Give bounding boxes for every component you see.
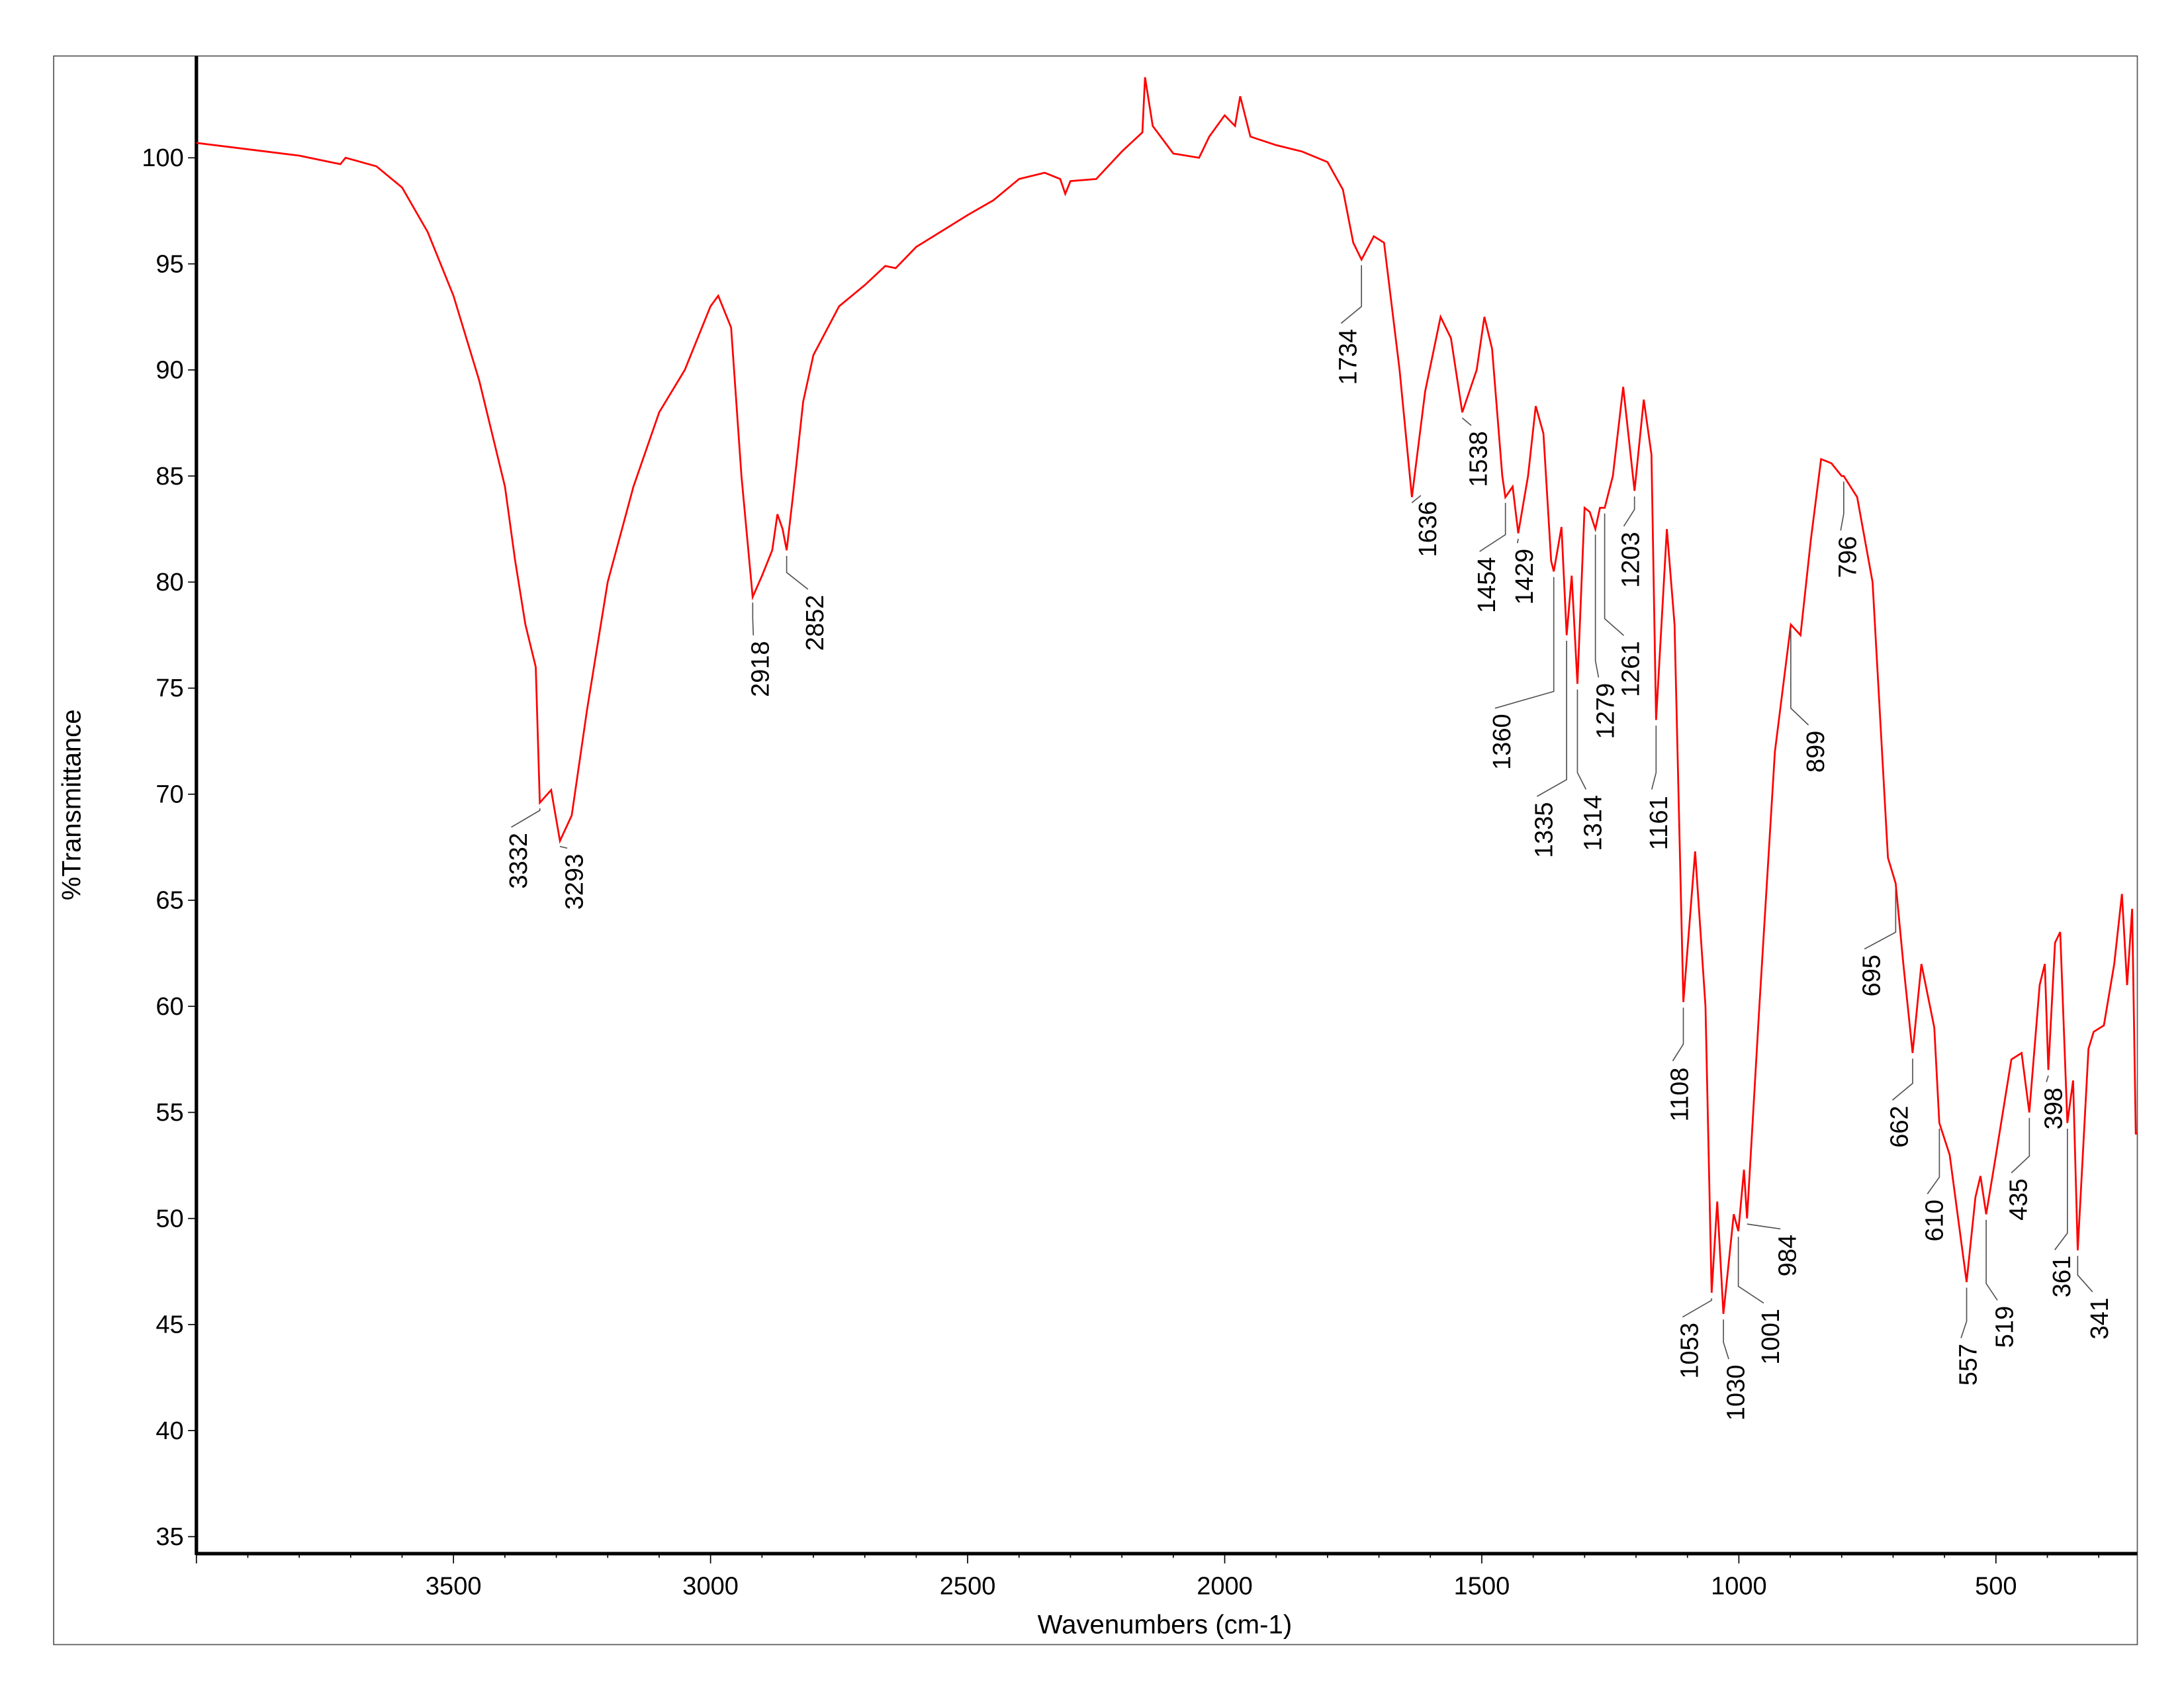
peak-label: 1429 bbox=[1511, 549, 1539, 605]
peak-leader-line bbox=[2054, 1128, 2068, 1250]
peak-label: 3293 bbox=[561, 854, 588, 910]
peak-label: 1538 bbox=[1465, 431, 1492, 487]
x-tick-label: 500 bbox=[1975, 1572, 2017, 1600]
peak-label: 341 bbox=[2086, 1297, 2114, 1339]
peak-label: 796 bbox=[1834, 536, 1862, 578]
peak-leader-line bbox=[1864, 888, 1897, 950]
y-tick-label: 80 bbox=[156, 569, 183, 596]
outer-frame bbox=[53, 55, 2138, 1646]
peak-label: 984 bbox=[1774, 1235, 1802, 1276]
peak-label: 1108 bbox=[1666, 1068, 1694, 1122]
peak-leader-line bbox=[1737, 1237, 1764, 1304]
y-tick-label: 90 bbox=[156, 357, 183, 385]
spectrum-line bbox=[196, 77, 2138, 1314]
peak-label: 1636 bbox=[1414, 501, 1442, 557]
peak-label: 557 bbox=[1954, 1344, 1982, 1385]
peak-label: 610 bbox=[1921, 1199, 1949, 1241]
peak-leader-line bbox=[1891, 1058, 1913, 1101]
peak-leader-line bbox=[1494, 577, 1555, 709]
peak-leader-line bbox=[511, 808, 541, 828]
y-tick-label: 65 bbox=[156, 887, 183, 915]
peak-labels: 3332 3293 2918 2852 1734 1636 1538 1454 1429 1360… bbox=[505, 265, 2114, 1421]
x-tick-label: 1000 bbox=[1711, 1572, 1767, 1600]
y-tick-label: 55 bbox=[156, 1099, 183, 1127]
peak-label: 398 bbox=[2040, 1088, 2068, 1129]
peak-label: 1261 bbox=[1617, 641, 1645, 697]
x-tick-label: 2500 bbox=[940, 1572, 996, 1600]
peak-leader-line bbox=[1461, 417, 1472, 426]
y-tick-label: 60 bbox=[156, 993, 183, 1021]
peak-leader-line bbox=[1411, 494, 1422, 504]
peak-leader-line bbox=[1840, 481, 1844, 531]
peak-leader-line bbox=[1651, 726, 1657, 790]
y-tick-label: 45 bbox=[156, 1311, 183, 1339]
peak-label: 1360 bbox=[1488, 714, 1516, 770]
peak-label: 1053 bbox=[1676, 1323, 1704, 1379]
peak-leader-line bbox=[752, 602, 754, 635]
peak-leader-line bbox=[1604, 513, 1625, 636]
peak-label: 1734 bbox=[1335, 329, 1363, 385]
y-tick-label: 40 bbox=[156, 1417, 183, 1445]
peak-leader-line bbox=[1479, 502, 1506, 552]
x-tick-label: 2000 bbox=[1197, 1572, 1253, 1600]
x-tick-label: 3500 bbox=[426, 1572, 482, 1600]
peak-leader-line bbox=[2077, 1256, 2093, 1293]
y-axis-title: %Transmittance bbox=[56, 709, 86, 900]
peak-leader-line bbox=[1927, 1128, 1940, 1195]
peak-label: 1001 bbox=[1757, 1309, 1785, 1365]
peak-leader-line bbox=[1960, 1288, 1968, 1338]
peak-label: 1335 bbox=[1531, 802, 1559, 859]
peak-label: 2918 bbox=[747, 641, 775, 697]
peak-leader-line bbox=[1536, 640, 1567, 797]
peak-leader-line bbox=[1672, 1008, 1684, 1062]
peak-leader-line bbox=[1594, 534, 1600, 678]
peak-leader-line bbox=[1576, 689, 1587, 790]
peak-leader-line bbox=[1723, 1319, 1729, 1360]
peak-label: 899 bbox=[1802, 731, 1830, 773]
peak-label: 1279 bbox=[1592, 683, 1620, 739]
x-tick-label: 1500 bbox=[1454, 1572, 1510, 1600]
peak-leader-line bbox=[1682, 1298, 1713, 1318]
peak-label: 361 bbox=[2048, 1256, 2076, 1297]
y-tick-label: 85 bbox=[156, 463, 183, 491]
peak-label: 1454 bbox=[1473, 557, 1501, 614]
peak-leader-line bbox=[1623, 496, 1635, 527]
peak-label: 662 bbox=[1886, 1105, 1914, 1147]
y-tick-label: 70 bbox=[156, 780, 183, 808]
axes: 3500 3000 2500 2000 1500 1000 500 35 40 45 50 55 60 6… bbox=[142, 56, 2138, 1600]
peak-label: 3332 bbox=[505, 833, 533, 889]
peak-label: 1314 bbox=[1580, 795, 1608, 851]
peak-leader-line bbox=[2046, 1075, 2049, 1082]
peak-leader-line bbox=[2011, 1117, 2030, 1174]
peak-leader-line bbox=[1985, 1219, 1998, 1301]
peak-leader-line bbox=[559, 845, 568, 849]
peak-label: 2852 bbox=[801, 595, 829, 651]
peak-label: 1030 bbox=[1722, 1365, 1750, 1421]
peak-label: 1203 bbox=[1617, 532, 1645, 588]
peak-leader-line bbox=[786, 555, 809, 590]
peak-label: 435 bbox=[2005, 1178, 2032, 1220]
y-tick-label: 100 bbox=[142, 144, 183, 172]
x-tick-label: 3000 bbox=[682, 1572, 739, 1600]
peak-leader-line bbox=[1790, 630, 1809, 726]
y-tick-label: 95 bbox=[156, 250, 183, 278]
y-tick-label: 75 bbox=[156, 675, 183, 702]
peak-label: 519 bbox=[1991, 1306, 2019, 1348]
y-tick-label: 35 bbox=[156, 1523, 183, 1551]
peak-leader-line bbox=[1747, 1223, 1781, 1230]
y-tick-label: 50 bbox=[156, 1205, 183, 1233]
x-axis-title: Wavenumbers (cm-1) bbox=[1038, 1610, 1293, 1640]
peak-label: 1161 bbox=[1645, 796, 1673, 850]
peak-label: 695 bbox=[1858, 955, 1886, 996]
peak-leader-line bbox=[1340, 265, 1363, 324]
